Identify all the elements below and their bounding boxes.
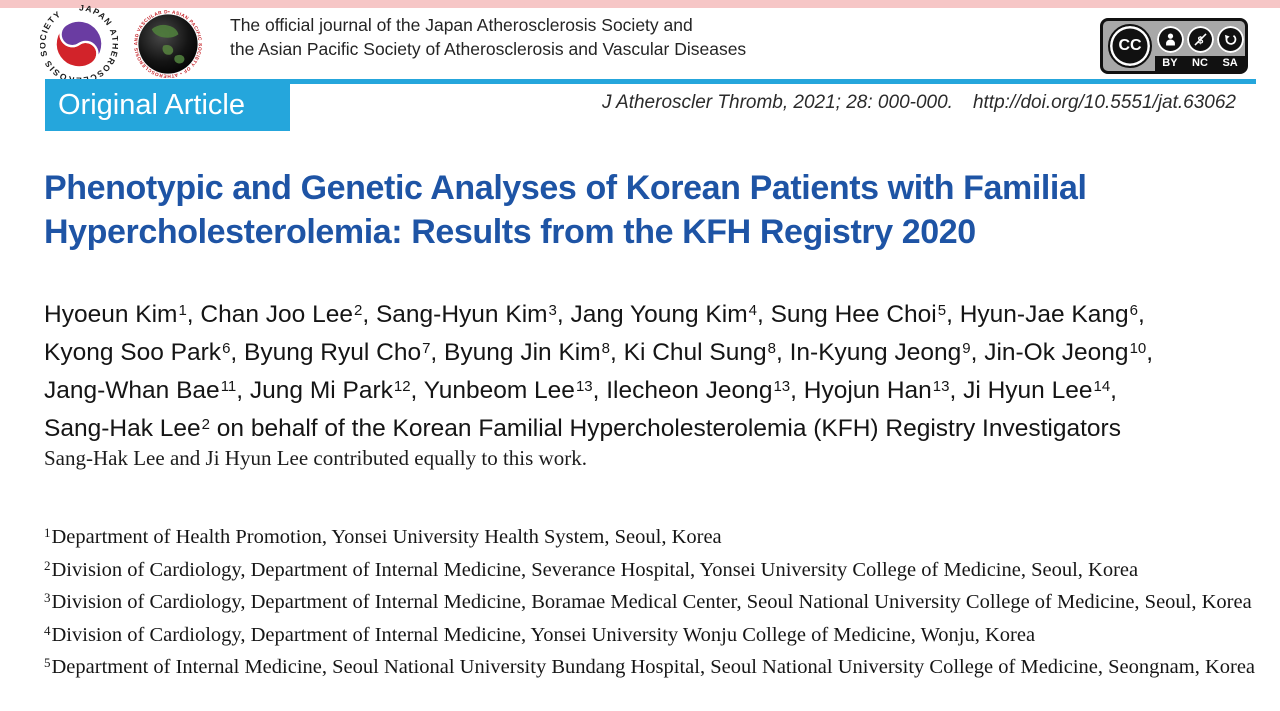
author-name: Sang-Hak Lee <box>44 415 201 442</box>
article-title: Phenotypic and Genetic Analyses of Korea… <box>44 166 1087 254</box>
author-affiliation-ref: 7 <box>422 340 431 357</box>
author-name: Kyong Soo Park <box>44 339 222 366</box>
author-affiliation-ref: 13 <box>773 378 791 395</box>
author-affiliation-ref: 12 <box>393 378 411 395</box>
author-name: Sung Hee Choi <box>770 301 937 328</box>
author-list: Hyoeun Kim1, Chan Joo Lee2, Sang-Hyun Ki… <box>44 294 1153 446</box>
author-line: Sang-Hak Lee2 on behalf of the Korean Fa… <box>44 408 1153 446</box>
author-affiliation-ref: 4 <box>748 302 757 319</box>
header-rule <box>45 79 1256 84</box>
cc-sa-share-alike-icon <box>1216 25 1244 53</box>
author-affiliation-ref: 1 <box>178 302 187 319</box>
author-affiliation-ref: 8 <box>767 340 776 357</box>
author-affiliation-ref: 13 <box>575 378 593 395</box>
author-affiliation-ref: 13 <box>932 378 950 395</box>
asian-pacific-society-logo: • ASIAN PACIFIC SOCIETY OF • ATHEROSCLER… <box>129 7 202 79</box>
article-title-line1: Phenotypic and Genetic Analyses of Korea… <box>44 169 1087 207</box>
article-type-banner: Original Article <box>45 79 290 131</box>
author-affiliation-ref: 11 <box>220 378 237 395</box>
author-affiliation-ref: 8 <box>601 340 610 357</box>
author-line: Hyoeun Kim1, Chan Joo Lee2, Sang-Hyun Ki… <box>44 301 1145 328</box>
author-line: Kyong Soo Park6, Byung Ryul Cho7, Byung … <box>44 339 1154 366</box>
equal-contribution-note: Sang-Hak Lee and Ji Hyun Lee contributed… <box>44 446 587 470</box>
affiliation-text: Division of Cardiology, Department of In… <box>51 558 1139 581</box>
author-name: Byung Ryul Cho <box>244 339 422 366</box>
page-top-strip <box>0 0 1280 8</box>
cc-nc-no-dollar-icon: $ <box>1186 25 1214 53</box>
citation-line: J Atheroscler Thromb, 2021; 28: 000-000.… <box>602 92 1236 114</box>
cc-by-person-icon <box>1156 25 1184 53</box>
author-name: Ilecheon Jeong <box>606 377 773 404</box>
author-affiliation-ref: 6 <box>1129 302 1138 319</box>
japan-atherosclerosis-society-logo: JAPAN ATHEROSCLEROSIS SOCIETY <box>40 5 118 83</box>
author-affiliation-ref: 14 <box>1093 378 1111 395</box>
affiliation-item: 1Department of Health Promotion, Yonsei … <box>44 519 1256 552</box>
authors-group-suffix: on behalf of the Korean Familial Hyperch… <box>209 415 1121 442</box>
doi-link[interactable]: http://doi.org/10.5551/jat.63062 <box>972 92 1236 113</box>
author-name: Hyoeun Kim <box>44 301 178 328</box>
cc-nc-label: NC <box>1192 57 1208 69</box>
author-name: Jung Mi Park <box>249 377 393 404</box>
author-name: Jin-Ok Jeong <box>984 339 1129 366</box>
author-affiliation-ref: 3 <box>548 302 557 319</box>
cc-license-labels: BY NC SA <box>1155 56 1245 71</box>
affiliation-text: Department of Health Promotion, Yonsei U… <box>51 526 722 548</box>
author-affiliation-ref: 9 <box>962 340 971 357</box>
author-name: In-Kyung Jeong <box>789 339 962 366</box>
jas-logo-swirl <box>54 19 104 69</box>
author-name: Hyojun Han <box>803 377 932 404</box>
affiliation-item: 5Department of Internal Medicine, Seoul … <box>44 649 1256 682</box>
author-name: Ji Hyun Lee <box>963 377 1093 404</box>
affiliation-number: 5 <box>44 655 51 670</box>
author-line: Jang-Whan Bae11, Jung Mi Park12, Yunbeom… <box>44 377 1117 404</box>
affiliation-item: 2Division of Cardiology, Department of I… <box>44 552 1256 585</box>
author-affiliation-ref: 2 <box>354 302 363 319</box>
author-name: Jang-Whan Bae <box>44 377 220 404</box>
author-affiliation-ref: 5 <box>937 302 947 319</box>
affiliation-text: Division of Cardiology, Department of In… <box>51 623 1036 646</box>
affiliation-item: 4Division of Cardiology, Department of I… <box>44 617 1256 650</box>
author-name: Jang Young Kim <box>570 301 748 328</box>
journal-note: The official journal of the Japan Athero… <box>230 13 746 61</box>
cc-license-badge: CC $ BY N <box>1100 18 1248 74</box>
author-name: Sang-Hyun Kim <box>375 301 548 328</box>
affiliation-number: 4 <box>44 622 51 638</box>
cc-by-label: BY <box>1162 57 1178 69</box>
journal-citation: J Atheroscler Thromb, 2021; 28: 000-000. <box>601 92 953 113</box>
author-name: Chan Joo Lee <box>200 301 353 328</box>
author-affiliation-ref: 2 <box>201 416 210 433</box>
journal-note-line1: The official journal of the Japan Athero… <box>230 15 693 35</box>
affiliation-number: 3 <box>44 590 51 605</box>
author-name: Yunbeom Lee <box>423 377 575 404</box>
affiliation-item: 3Division of Cardiology, Department of I… <box>44 584 1256 617</box>
affiliation-number: 2 <box>44 557 51 573</box>
affiliation-text: Department of Internal Medicine, Seoul N… <box>51 656 1256 678</box>
svg-text:$: $ <box>1197 35 1203 46</box>
affiliation-text: Division of Cardiology, Department of In… <box>51 591 1252 613</box>
author-name: Hyun-Jae Kang <box>959 301 1129 328</box>
journal-note-line2: the Asian Pacific Society of Atheroscler… <box>230 39 747 59</box>
cc-icon: CC <box>1108 24 1152 68</box>
cc-sa-label: SA <box>1222 57 1238 69</box>
author-affiliation-ref: 6 <box>222 340 231 357</box>
affiliation-number: 1 <box>44 525 51 540</box>
author-affiliation-ref: 10 <box>1129 340 1147 357</box>
affiliation-list: 1Department of Health Promotion, Yonsei … <box>44 519 1256 682</box>
article-title-line2: Hypercholesterolemia: Results from the K… <box>44 213 976 251</box>
author-name: Byung Jin Kim <box>444 339 601 366</box>
author-name: Ki Chul Sung <box>623 339 767 366</box>
